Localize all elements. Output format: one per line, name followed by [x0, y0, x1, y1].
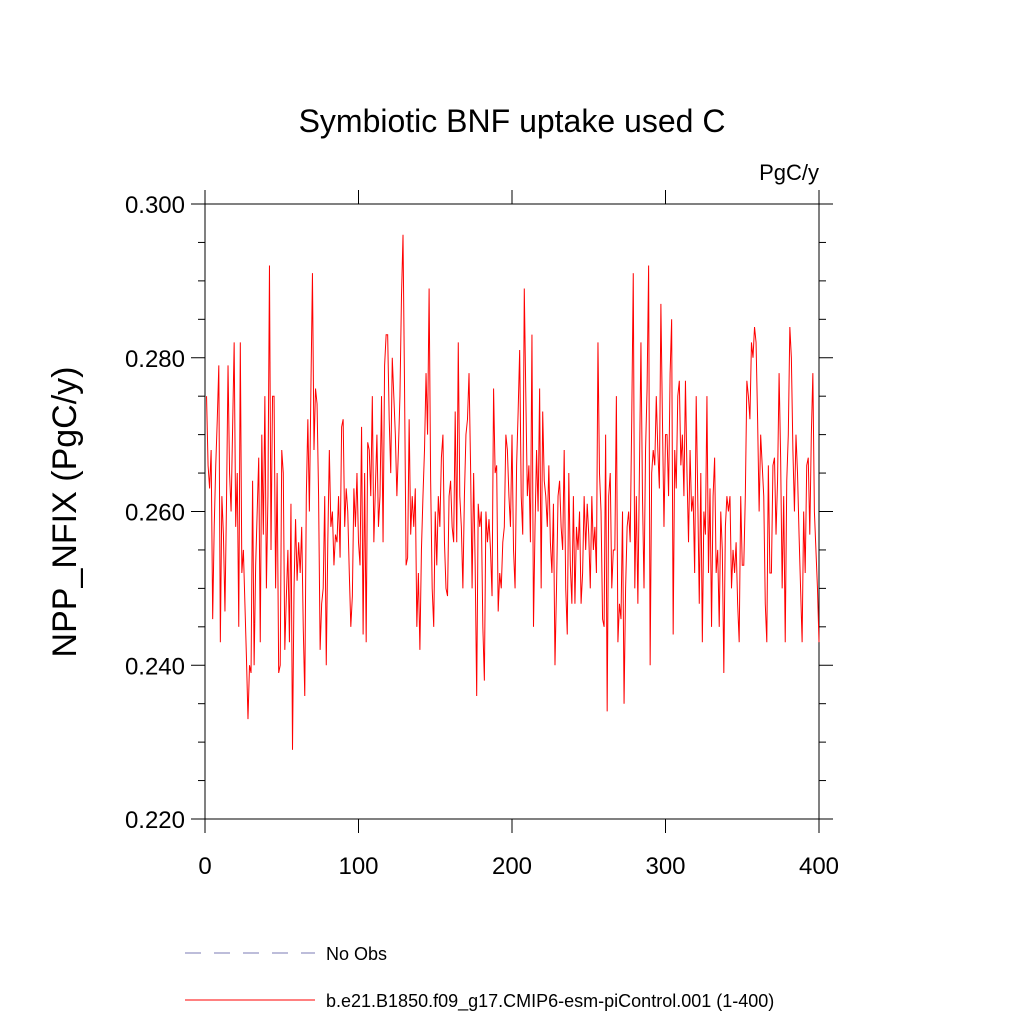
- x-tick-label: 100: [338, 853, 378, 880]
- x-tick-label: 400: [799, 853, 839, 880]
- chart-title: Symbiotic BNF uptake used C: [299, 103, 726, 139]
- x-tick-label: 0: [198, 853, 211, 880]
- plot-frame: [204, 203, 820, 820]
- y-tick-label: 0.300: [125, 192, 185, 219]
- y-tick-label: 0.260: [125, 500, 185, 527]
- x-tick-label: 200: [492, 853, 532, 880]
- legend-label: b.e21.B1850.f09_g17.CMIP6-esm-piControl.…: [326, 991, 774, 1012]
- y-axis-label: NPP_NFIX (PgC/y): [46, 367, 84, 658]
- units-label: PgC/y: [759, 160, 819, 185]
- y-tick-label: 0.220: [125, 807, 185, 834]
- y-tick-label: 0.280: [125, 346, 185, 373]
- data-line: [206, 234, 820, 750]
- x-tick-label: 300: [645, 853, 685, 880]
- legend-label: No Obs: [326, 944, 387, 964]
- y-tick-label: 0.240: [125, 653, 185, 680]
